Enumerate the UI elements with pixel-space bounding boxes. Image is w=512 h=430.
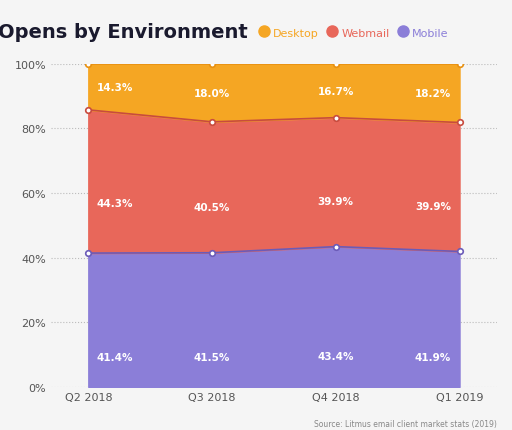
Text: 14.3%: 14.3% — [97, 83, 133, 92]
Text: 41.4%: 41.4% — [97, 353, 134, 362]
Text: 41.5%: 41.5% — [194, 353, 230, 362]
Text: 18.0%: 18.0% — [194, 89, 230, 98]
Text: Source: Litmus email client market stats (2019): Source: Litmus email client market stats… — [314, 419, 497, 428]
Text: 39.9%: 39.9% — [318, 197, 354, 207]
Text: 44.3%: 44.3% — [97, 199, 134, 209]
Text: 18.2%: 18.2% — [415, 89, 451, 99]
Text: 40.5%: 40.5% — [194, 203, 230, 212]
Text: 39.9%: 39.9% — [415, 202, 451, 212]
Text: 16.7%: 16.7% — [317, 86, 354, 96]
Text: Opens by Environment: Opens by Environment — [0, 22, 247, 42]
Legend: Desktop, Webmail, Mobile: Desktop, Webmail, Mobile — [255, 23, 453, 43]
Text: 41.9%: 41.9% — [415, 352, 451, 362]
Text: 43.4%: 43.4% — [317, 351, 354, 361]
